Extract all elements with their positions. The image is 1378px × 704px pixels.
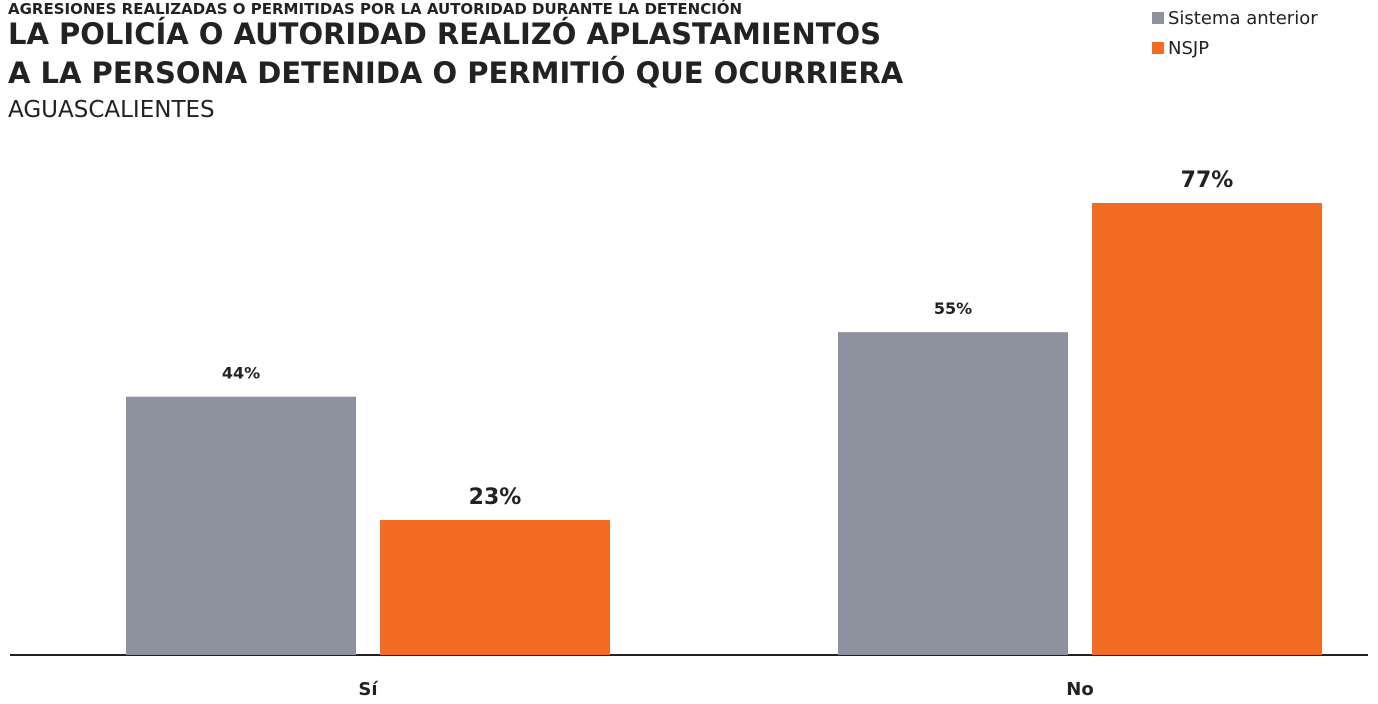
value-label: 23%: [469, 485, 522, 510]
chart-title: LA POLICÍA O AUTORIDAD REALIZÓ APLASTAMI…: [8, 17, 881, 51]
value-label: 44%: [222, 364, 260, 383]
value-label: 77%: [1181, 168, 1234, 193]
legend-swatch: [1152, 12, 1164, 24]
chart-subtitle: AGUASCALIENTES: [8, 97, 215, 123]
x-tick-label: No: [1066, 679, 1093, 700]
chart-title: A LA PERSONA DETENIDA O PERMITIÓ QUE OCU…: [8, 56, 904, 90]
value-label: 55%: [934, 299, 972, 318]
bar: [1092, 203, 1322, 655]
legend-label: Sistema anterior: [1168, 8, 1318, 29]
x-tick-label: Sí: [358, 679, 378, 700]
bar: [126, 396, 356, 655]
bar: [380, 519, 610, 655]
legend-swatch: [1152, 42, 1164, 54]
legend-label: NSJP: [1168, 38, 1209, 59]
bar: [838, 332, 1068, 655]
chart-supertitle: AGRESIONES REALIZADAS O PERMITIDAS POR L…: [8, 0, 742, 18]
